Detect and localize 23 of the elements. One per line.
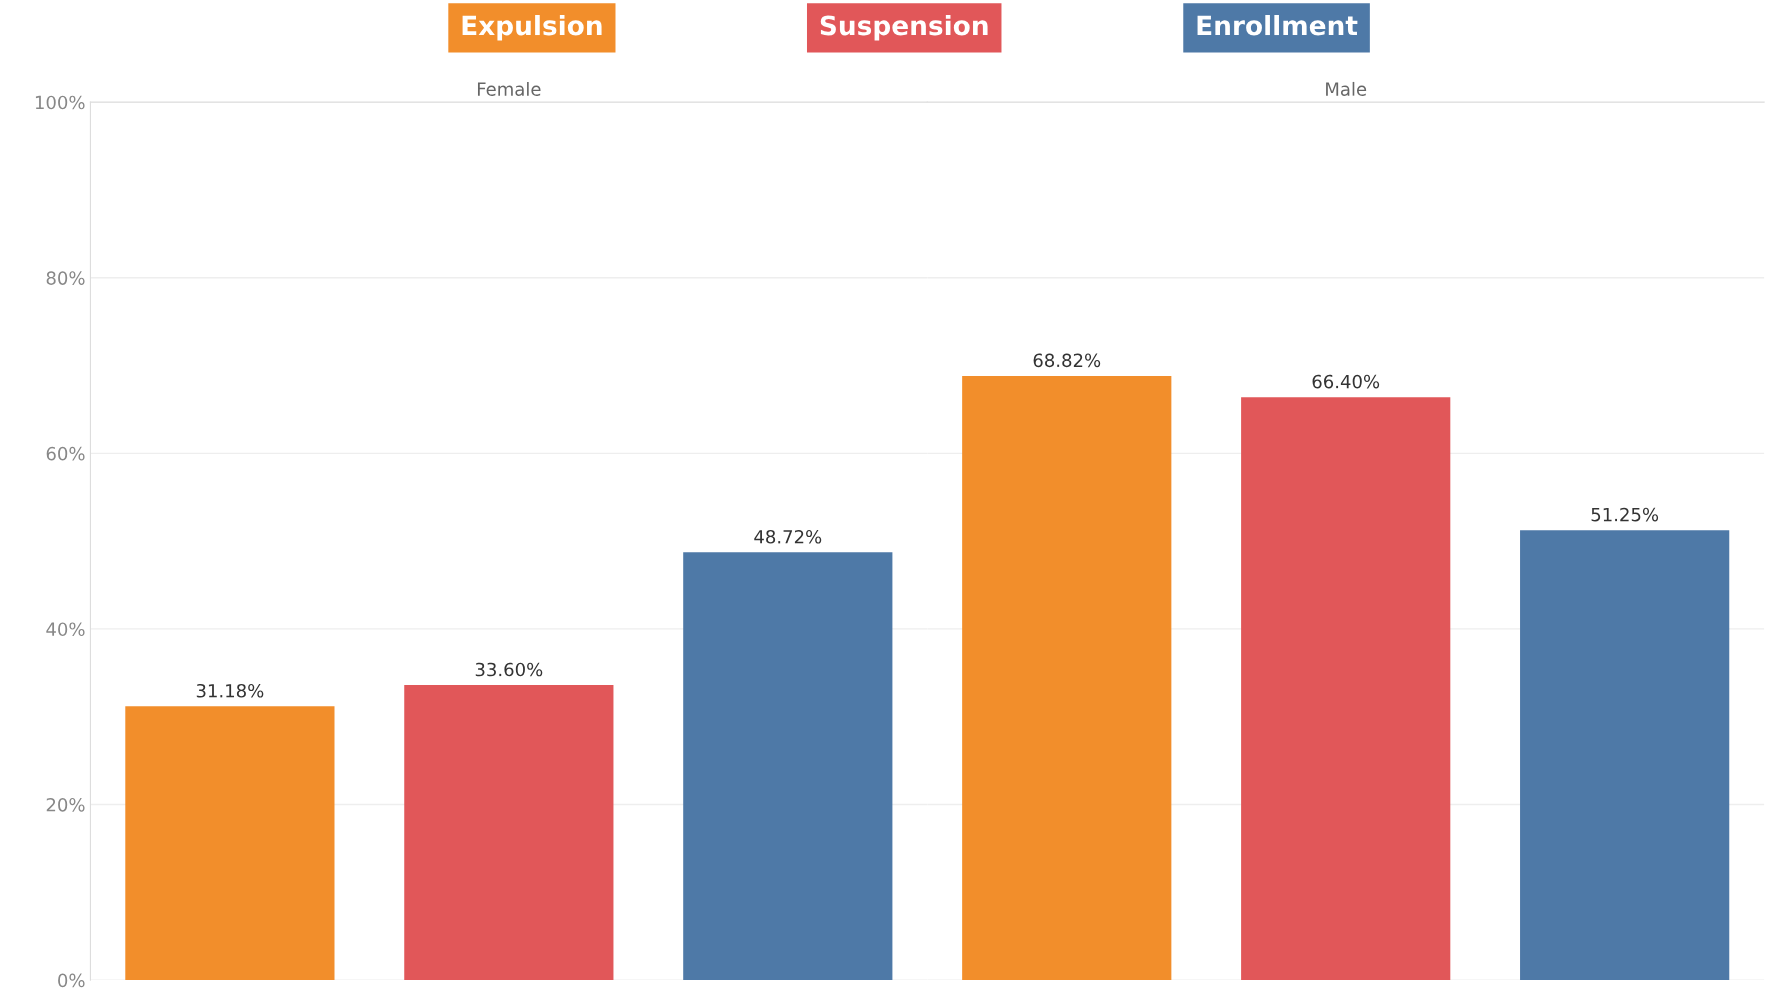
- y-tick-label: 0%: [58, 973, 85, 988]
- data-label: 33.60%: [475, 662, 543, 677]
- y-tick-label: 60%: [46, 446, 85, 461]
- bar: [1520, 530, 1730, 981]
- data-label: 31.18%: [196, 683, 264, 698]
- bar: [125, 706, 335, 981]
- x-tick-label: Male: [1326, 81, 1367, 96]
- bar: [1241, 397, 1451, 981]
- bar: [404, 685, 614, 981]
- data-label: 48.72%: [754, 529, 822, 544]
- data-label: 68.82%: [1033, 353, 1101, 368]
- y-tick-label: 80%: [46, 271, 85, 285]
- text: Expulsion: [462, 15, 602, 41]
- data-label: 51.25%: [1591, 507, 1659, 522]
- bar: [683, 552, 893, 981]
- y-tick-label: 20%: [46, 797, 85, 812]
- data-label: 66.40%: [1312, 374, 1380, 389]
- bar: [962, 375, 1172, 981]
- text: Suspension: [820, 15, 988, 41]
- text: Enrollment: [1197, 15, 1358, 36]
- y-tick-label: 100%: [35, 95, 85, 110]
- y-tick-label: 40%: [46, 622, 85, 637]
- x-tick-label: Female: [477, 81, 541, 96]
